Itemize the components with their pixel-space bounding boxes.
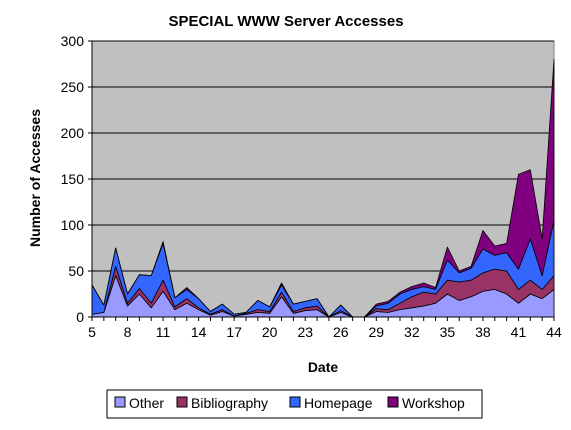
chart-title: SPECIAL WWW Server Accesses — [168, 13, 403, 30]
legend-label-workshop: Workshop — [402, 395, 465, 411]
legend-label-homepage: Homepage — [304, 395, 373, 411]
legend-label-other: Other — [129, 395, 164, 411]
x-tick-label: 41 — [511, 324, 527, 340]
x-tick-label: 26 — [333, 324, 349, 340]
x-tick-label: 44 — [546, 324, 562, 340]
x-tick-label: 20 — [262, 324, 278, 340]
x-tick-label: 29 — [369, 324, 385, 340]
y-tick-label: 0 — [76, 309, 84, 325]
gridlines — [92, 40, 554, 272]
x-tick-label: 5 — [88, 324, 96, 340]
legend-swatch-homepage — [289, 396, 301, 408]
y-tick-label: 250 — [61, 79, 85, 95]
area-workshop — [91, 59, 555, 318]
y-tick-label: 150 — [61, 171, 85, 187]
x-tick-label: 14 — [191, 324, 207, 340]
y-tick-label: 200 — [61, 125, 85, 141]
x-tick-label: 38 — [475, 324, 491, 340]
x-tick-label: 23 — [297, 324, 313, 340]
y-tick-label: 50 — [68, 263, 84, 279]
legend-swatch-other — [114, 396, 126, 408]
y-tick-label: 300 — [61, 33, 85, 49]
x-tick-label: 17 — [226, 324, 242, 340]
y-tick-label: 100 — [61, 217, 85, 233]
x-tick-label: 11 — [156, 324, 171, 340]
legend-swatch-bibliography — [176, 396, 188, 408]
legend-swatch-workshop — [387, 396, 399, 408]
x-tick-label: 35 — [440, 324, 456, 340]
x-tick-label: 8 — [124, 324, 132, 340]
y-axis-ticks: 0 50 100 150 200 250 300 — [61, 33, 92, 325]
legend-label-bibliography: Bibliography — [191, 395, 268, 411]
x-tick-label: 32 — [404, 324, 420, 340]
y-axis-title: Number of Accesses — [27, 109, 43, 247]
x-axis-title: Date — [308, 359, 339, 375]
x-axis-ticks: 5 8 11 14 17 20 23 26 29 32 35 38 41 44 — [88, 317, 562, 340]
legend: Other Bibliography Homepage Workshop — [106, 389, 483, 419]
